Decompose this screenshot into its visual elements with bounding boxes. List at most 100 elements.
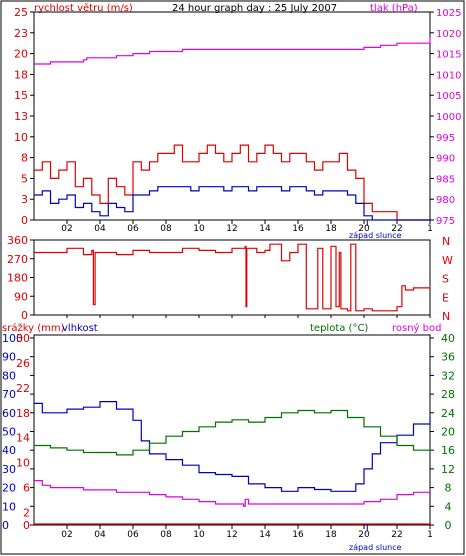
rain-y-tick-label: 10 xyxy=(16,457,30,470)
bottom-x-tick-label: 20 xyxy=(358,530,370,540)
temperature-line xyxy=(34,409,431,456)
top-x-tick-label: 1 xyxy=(427,224,433,234)
bottom-panel-frame xyxy=(33,334,431,526)
humidity-y-tick-label: 90 xyxy=(2,351,16,364)
humidity-y-tick-label: 100 xyxy=(2,332,23,345)
pressure-y-tick-label: 990 xyxy=(436,154,455,165)
wind-y-tick-label: 3 xyxy=(21,193,28,206)
wind-axis-title: rychlost větru (m/s) xyxy=(34,2,133,14)
bottom-x-tick-label: 22 xyxy=(391,530,402,540)
pressure-y-tick-label: 980 xyxy=(436,195,455,206)
top-axis-ticks: 0358101315182023259759809859909951000100… xyxy=(14,6,461,234)
humidity-y-tick-label: 40 xyxy=(2,444,16,457)
pressure-y-tick-label: 1020 xyxy=(436,29,461,40)
temperature-y-tick-label: 4 xyxy=(445,500,452,513)
bottom-x-tick-label: 18 xyxy=(325,530,337,540)
temperature-y-tick-label: 40 xyxy=(441,332,455,345)
direction-y-tick-label: 360 xyxy=(7,234,28,247)
pressure-y-tick-label: 975 xyxy=(436,216,455,227)
bottom-x-tick-label: 04 xyxy=(94,530,106,540)
rain-y-tick-label: 6 xyxy=(23,482,30,495)
top-x-tick-label: 22 xyxy=(391,224,402,234)
top-x-tick-label: 08 xyxy=(160,224,172,234)
top-x-tick-label: 14 xyxy=(259,224,271,234)
top-x-tick-label: 16 xyxy=(292,224,304,234)
wind-y-tick-label: 25 xyxy=(14,6,28,19)
bottom-x-tick-label: 14 xyxy=(259,530,271,540)
top-x-tick-label: 12 xyxy=(226,224,237,234)
bottom-series-group xyxy=(34,401,431,525)
temperature-y-tick-label: 20 xyxy=(441,426,455,439)
top-x-tick-label: 04 xyxy=(94,224,106,234)
pressure-y-tick-label: 985 xyxy=(436,174,455,185)
wind-y-tick-label: 20 xyxy=(14,48,28,61)
humidity-y-tick-label: 20 xyxy=(2,482,16,495)
humidity-y-tick-label: 70 xyxy=(2,388,16,401)
temperature-y-tick-label: 0 xyxy=(445,519,452,532)
bottom-x-tick-label: 16 xyxy=(292,530,304,540)
bottom-x-tick-label: 12 xyxy=(226,530,237,540)
rain-y-tick-label: 14 xyxy=(16,432,30,445)
temperature-y-tick-label: 28 xyxy=(441,388,455,401)
temperature-y-tick-label: 8 xyxy=(445,482,452,495)
rain-y-tick-label: 0 xyxy=(23,519,30,532)
temperature-y-tick-label: 36 xyxy=(441,351,455,364)
temperature-y-tick-label: 16 xyxy=(441,444,455,457)
wind-y-tick-label: 15 xyxy=(14,89,28,102)
direction-y-tick-label: 180 xyxy=(7,272,28,285)
pressure-y-tick-label: 1015 xyxy=(436,50,461,61)
dew-point-line xyxy=(34,480,430,507)
dew-point-axis-title: rosný bod xyxy=(392,322,441,334)
wind-y-tick-label: 5 xyxy=(21,172,28,185)
humidity-y-tick-label: 30 xyxy=(2,463,16,476)
rain-axis-title: srážky (mm) xyxy=(2,322,65,334)
rain-y-tick-label: 2 xyxy=(23,507,30,520)
rain-y-tick-label: 26 xyxy=(16,357,30,370)
top-x-tick-label: 18 xyxy=(325,224,337,234)
humidity-line xyxy=(34,401,431,492)
rain-y-tick-label: 30 xyxy=(16,332,30,345)
wind-y-tick-label: 13 xyxy=(14,110,28,123)
temperature-y-tick-label: 12 xyxy=(441,463,455,476)
wind-y-tick-label: 8 xyxy=(21,152,28,165)
humidity-y-tick-label: 60 xyxy=(2,407,16,420)
rain-y-tick-label: 18 xyxy=(16,407,30,420)
humidity-y-tick-label: 0 xyxy=(2,519,9,532)
sunset-label-top: západ slunce xyxy=(349,231,402,240)
bottom-x-tick-label: 10 xyxy=(193,530,205,540)
humidity-y-tick-label: 80 xyxy=(2,369,16,382)
top-x-tick-label: 06 xyxy=(127,224,139,234)
rain-y-tick-label: 22 xyxy=(16,382,30,395)
wind-y-tick-label: 23 xyxy=(14,27,28,40)
graph-title: 24 hour graph day : 25 July 2007 xyxy=(172,3,337,14)
wind-direction-line xyxy=(34,243,431,312)
top-x-tick-label: 20 xyxy=(358,224,370,234)
pressure-y-tick-label: 1000 xyxy=(436,112,461,123)
bottom-x-tick-label: 1 xyxy=(427,530,433,540)
direction-y-tick-label: 0 xyxy=(21,309,28,322)
wind-y-tick-label: 18 xyxy=(14,68,28,81)
bottom-x-tick-label: 08 xyxy=(160,530,172,540)
pressure-y-tick-label: 1025 xyxy=(436,8,461,19)
pressure-axis-title: tlak (hPa) xyxy=(370,3,418,14)
direction-y-tick-label: 270 xyxy=(7,253,28,266)
top-series-group xyxy=(34,37,431,221)
wind-gust-line xyxy=(34,144,430,221)
humidity-y-tick-label: 50 xyxy=(2,426,16,439)
pressure-line xyxy=(34,37,431,65)
wind-average-line xyxy=(34,186,430,221)
direction-y-tick-label: 90 xyxy=(14,290,28,303)
temperature-axis-title: teplota (°C) xyxy=(310,323,368,334)
direction-compass-label: S xyxy=(442,273,449,286)
temperature-y-tick-label: 32 xyxy=(441,369,455,382)
sunset-label-bottom: západ slunce xyxy=(349,543,402,552)
bottom-x-tick-label: 06 xyxy=(127,530,139,540)
direction-compass-label: N xyxy=(442,310,450,323)
top-x-tick-label: 10 xyxy=(193,224,205,234)
humidity-y-tick-label: 10 xyxy=(2,500,16,513)
bottom-x-tick-label: 02 xyxy=(61,530,72,540)
